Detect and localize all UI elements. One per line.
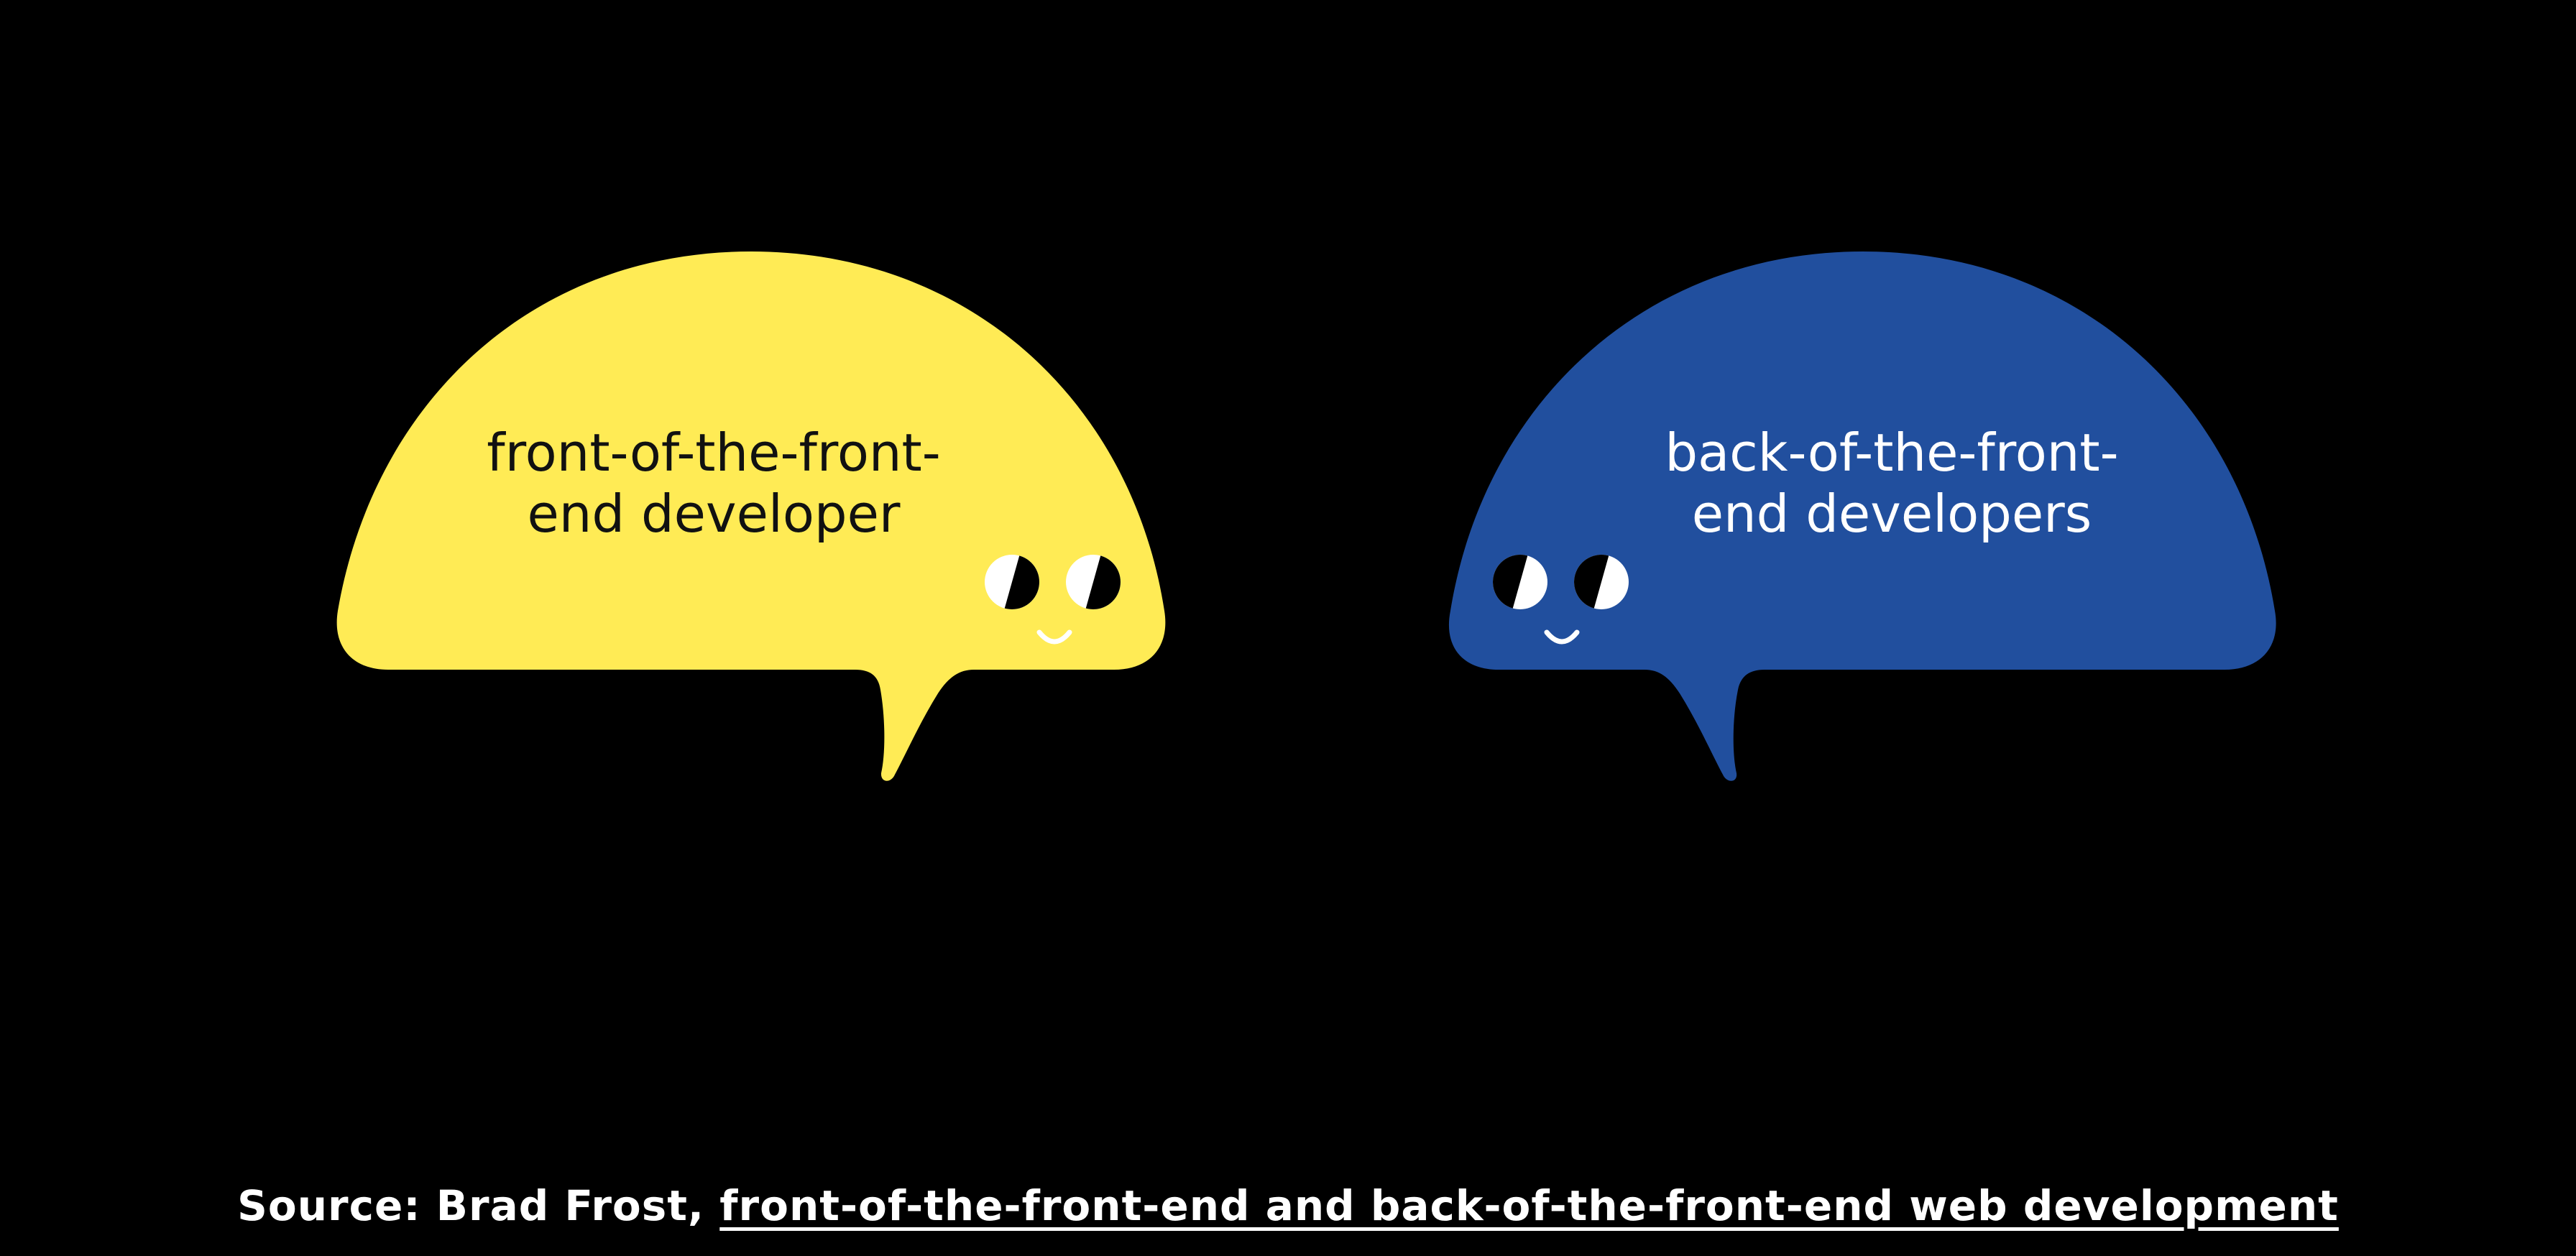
smile-icon xyxy=(1036,629,1072,645)
blue-speech-bubble: back-of-the-front- end developers xyxy=(1448,251,2276,781)
right-eye-icon xyxy=(1066,555,1121,609)
blue-bubble-label-line-1: back-of-the-front- xyxy=(1665,422,2118,483)
source-article-link[interactable]: front-of-the-front-end and back-of-the-f… xyxy=(719,1181,2339,1230)
yellow-bubble-face xyxy=(985,555,1121,645)
blue-bubble-shape xyxy=(1448,251,2276,781)
caption-prefix: Source: Brad Frost, xyxy=(237,1181,720,1230)
yellow-speech-bubble: front-of-the-front- end developer xyxy=(336,251,1166,781)
source-caption: Source: Brad Frost, front-of-the-front-e… xyxy=(0,1181,2576,1230)
smile-icon xyxy=(1544,629,1580,645)
yellow-bubble-label-line-2: end developer xyxy=(527,484,900,544)
blue-bubble-label-line-2: end developers xyxy=(1692,484,2092,544)
right-eye-icon xyxy=(1574,555,1629,609)
yellow-bubble-shape xyxy=(336,251,1166,781)
yellow-bubble-label-line-1: front-of-the-front- xyxy=(487,422,940,483)
left-eye-icon xyxy=(985,555,1039,609)
